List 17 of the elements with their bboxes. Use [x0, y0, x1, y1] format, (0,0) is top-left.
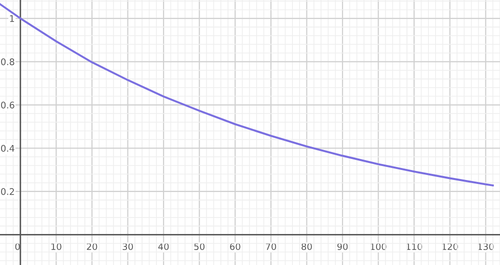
x-tick-label: 100 [370, 243, 386, 250]
y-tick-label: 0.6 [1, 102, 14, 108]
y-tick-label: 0.8 [1, 58, 14, 66]
y-tick-label: 0.4 [1, 144, 14, 152]
x-tick-label: 70 [266, 243, 276, 250]
y-tick-label: 0.2 [1, 188, 14, 196]
x-tick-label: 30 [122, 243, 133, 250]
x-tick-label: 120 [442, 243, 458, 250]
line-series [0, 3, 494, 186]
x-tick-label: 10 [51, 243, 62, 250]
x-tick-label: 50 [194, 243, 204, 250]
x-tick-label: 20 [86, 243, 98, 250]
x-tick-label: 90 [337, 243, 348, 250]
x-tick-label: 80 [302, 243, 312, 250]
x-tick-label: 40 [158, 243, 169, 250]
x-tick-label: 60 [230, 243, 240, 250]
y-tick-label: 1 [10, 15, 14, 22]
